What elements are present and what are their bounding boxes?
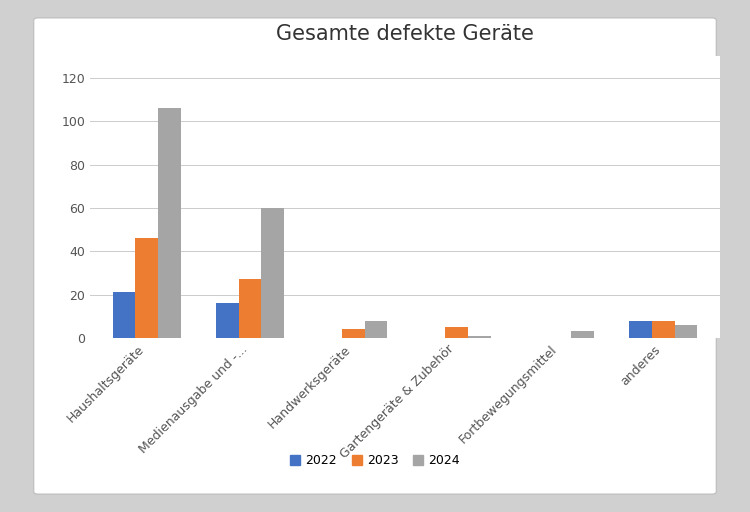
Title: Gesamte defekte Geräte: Gesamte defekte Geräte	[276, 24, 534, 44]
Bar	[238, 280, 262, 338]
Bar	[674, 325, 698, 338]
Bar	[342, 329, 364, 338]
Bar	[468, 336, 490, 338]
Bar	[262, 208, 284, 338]
Bar	[446, 327, 468, 338]
Bar	[216, 303, 238, 338]
Bar	[364, 321, 388, 338]
Bar	[136, 238, 158, 338]
Bar	[629, 321, 652, 338]
Bar	[652, 321, 674, 338]
Bar	[572, 331, 594, 338]
Legend: 2022, 2023, 2024: 2022, 2023, 2024	[285, 450, 465, 472]
Bar	[158, 109, 181, 338]
Bar	[112, 292, 136, 338]
